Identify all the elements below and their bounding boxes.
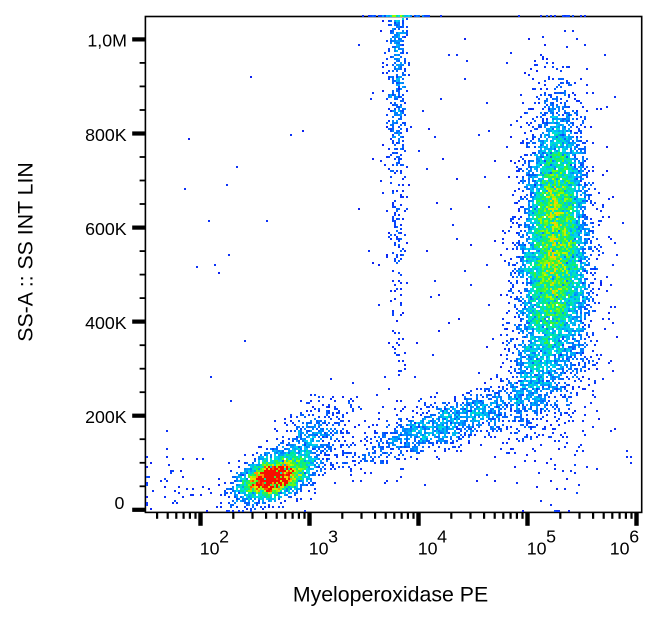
svg-text:0: 0 [115,493,125,513]
svg-text:400K: 400K [85,313,127,333]
svg-text:5: 5 [546,526,556,546]
svg-text:10: 10 [200,538,220,558]
svg-text:2: 2 [219,526,229,546]
svg-text:10: 10 [418,538,438,558]
svg-text:SS-A :: SS INT LIN: SS-A :: SS INT LIN [13,162,37,342]
svg-text:10: 10 [309,538,329,558]
svg-text:10: 10 [610,538,630,558]
svg-text:200K: 200K [85,407,127,427]
svg-text:6: 6 [629,526,639,546]
svg-text:800K: 800K [85,125,127,145]
svg-text:1,0M: 1,0M [87,31,127,51]
svg-text:4: 4 [437,526,447,546]
svg-text:10: 10 [527,538,547,558]
svg-text:Myeloperoxidase PE: Myeloperoxidase PE [293,582,488,606]
svg-text:3: 3 [328,526,338,546]
svg-text:600K: 600K [85,219,127,239]
